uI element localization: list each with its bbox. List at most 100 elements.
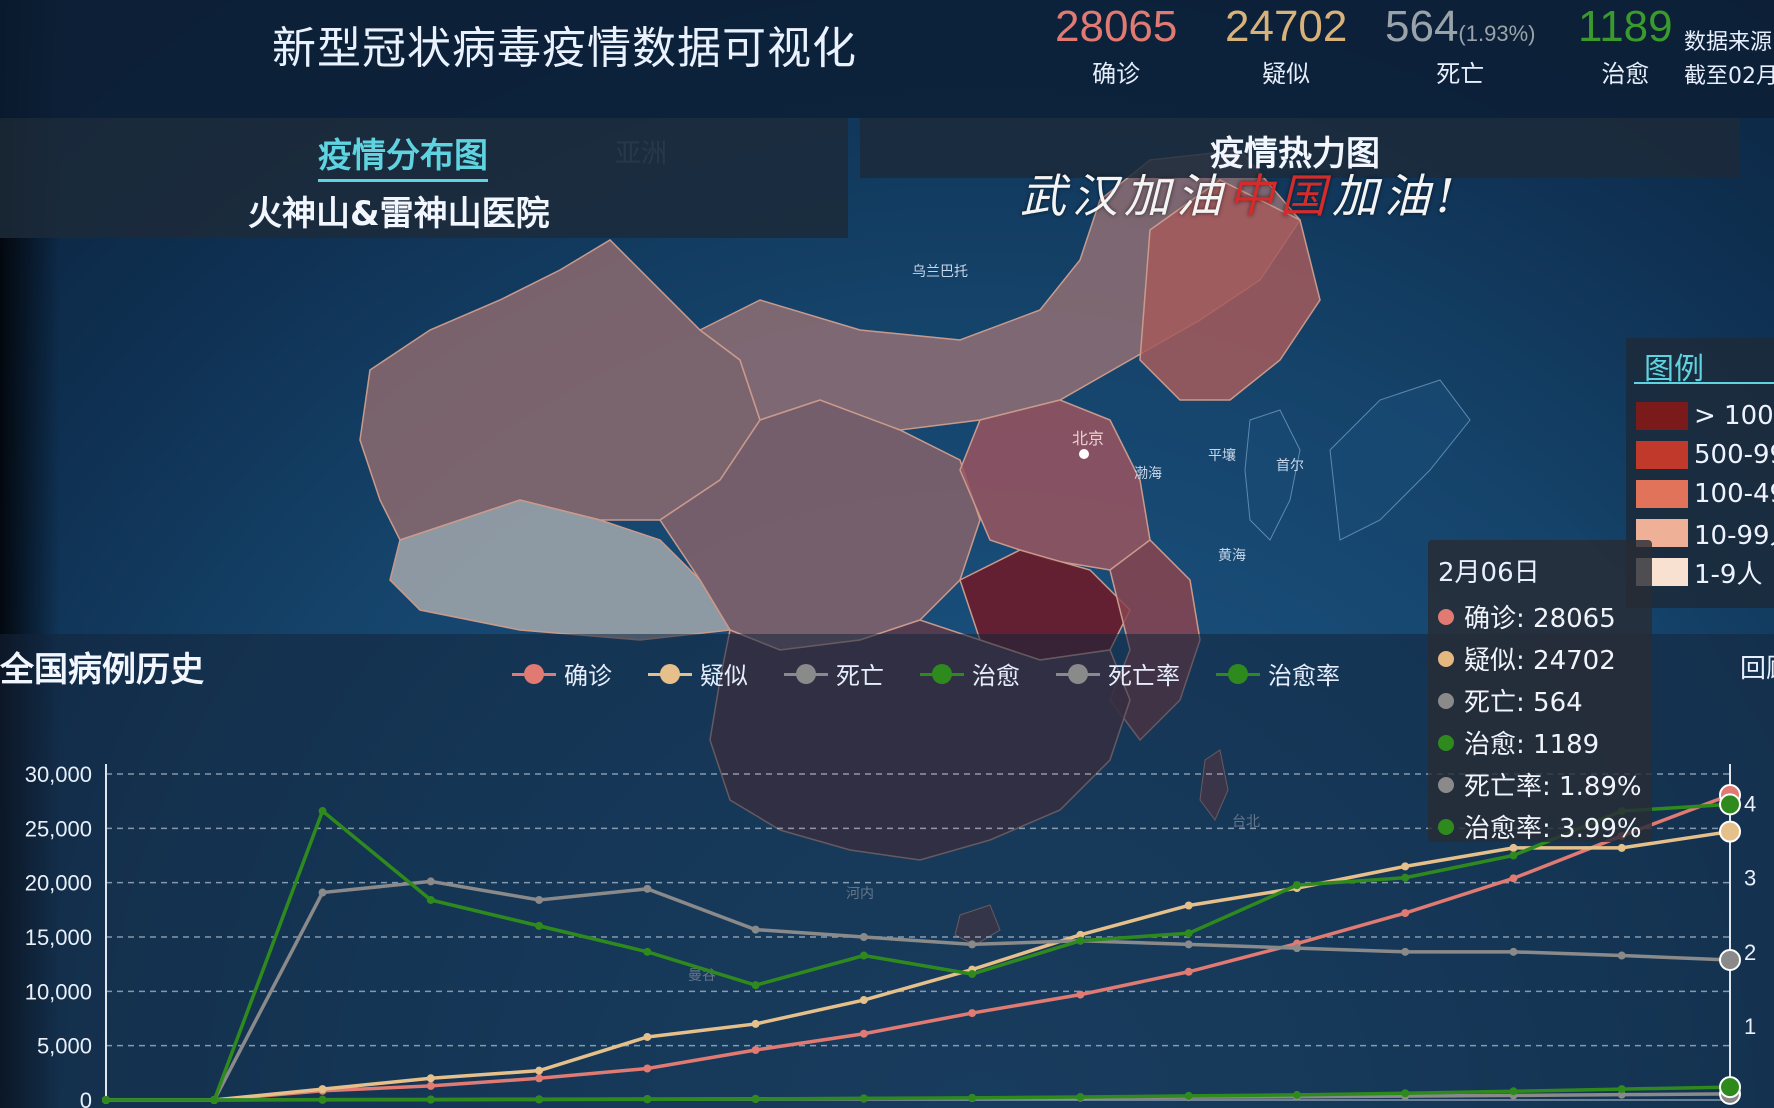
hospital-link[interactable]: 火神山&雷神山医院 xyxy=(248,194,550,234)
legend-series-item[interactable]: 疑似 xyxy=(648,656,748,691)
province-northeast[interactable] xyxy=(1139,179,1321,401)
series-point xyxy=(1617,951,1626,960)
legend-item[interactable]: 1-9人 xyxy=(1636,556,1763,590)
series-point xyxy=(643,1032,652,1041)
series-point xyxy=(968,940,977,949)
series-line-4 xyxy=(106,1085,1731,1102)
y-tick-label: 0 xyxy=(80,1088,92,1108)
history-line-chart[interactable]: 0 5,000 10,000 15,000 20,000 25,000 30,000 1 2 3 4 xyxy=(0,634,1774,1108)
tab-heat-map[interactable]: 疫情热力图 xyxy=(1210,134,1380,174)
series-point xyxy=(1076,936,1085,945)
slogan-part-2: 中国 xyxy=(1228,169,1332,223)
series-point xyxy=(1184,940,1193,949)
series-point xyxy=(1184,929,1193,938)
legend-label: 500-99 xyxy=(1694,440,1774,470)
legend-item[interactable]: 500-99 xyxy=(1636,439,1774,471)
legend-series-label: 疑似 xyxy=(700,662,748,690)
dead-rate: (1.93%) xyxy=(1458,21,1536,46)
tooltip-text: 治愈: 1189 xyxy=(1464,730,1600,760)
tooltip-dot xyxy=(1438,650,1454,667)
tooltip-dot xyxy=(1438,818,1454,835)
legend-swatch xyxy=(1636,480,1688,508)
series-point xyxy=(1719,820,1741,843)
header-bar: 新型冠状病毒疫情数据可视化 28065 确诊 24702 疑似 564(1.93… xyxy=(0,0,1774,118)
series-point xyxy=(1719,948,1741,971)
legend-item[interactable]: 10-99人 xyxy=(1636,517,1774,551)
dead-count: 564 xyxy=(1385,2,1459,51)
series-point xyxy=(643,1064,652,1073)
tooltip-row: 死亡率: 1.89% xyxy=(1438,766,1642,803)
series-point xyxy=(1617,1090,1626,1099)
source-line-2: 截至02月 xyxy=(1684,64,1774,89)
legend-series-item[interactable]: 治愈 xyxy=(920,656,1020,691)
series-point xyxy=(1076,930,1085,939)
restore-button[interactable]: 回顾 xyxy=(1740,654,1774,684)
series-point xyxy=(1509,1087,1518,1096)
stat-confirmed: 28065 确诊 xyxy=(1055,2,1177,89)
tab-distribution-map[interactable]: 疫情分布图 xyxy=(318,128,488,182)
legend-series-marker xyxy=(1056,663,1100,684)
tooltip-row: 死亡: 564 xyxy=(1438,682,1583,719)
series-point xyxy=(318,1095,327,1104)
source-line-1: 数据来源 xyxy=(1684,30,1773,55)
legend-series-marker xyxy=(512,663,556,684)
series-point xyxy=(210,1096,219,1104)
legend-series-item[interactable]: 死亡率 xyxy=(1056,656,1180,691)
series-point xyxy=(426,1074,435,1083)
legend-series-label: 治愈 xyxy=(972,662,1020,690)
tooltip-row: 疑似: 24702 xyxy=(1438,640,1616,677)
series-point xyxy=(643,1095,652,1104)
legend-label: 100-49 xyxy=(1694,479,1774,509)
series-point xyxy=(859,1029,868,1038)
legend-series-marker xyxy=(648,663,692,684)
series-point xyxy=(1076,1092,1085,1101)
y-tick-label: 30,000 xyxy=(25,762,92,787)
legend-series-item[interactable]: 确诊 xyxy=(512,656,612,691)
series-point xyxy=(1617,1085,1626,1094)
y-tick-label: 20,000 xyxy=(25,871,92,896)
map-label-yellow-sea: 黄海 xyxy=(1218,547,1246,564)
series-legend: 确诊 疑似 死亡 治愈 死亡率 治愈率 xyxy=(512,656,1376,691)
series-point xyxy=(1617,843,1626,852)
legend-item[interactable]: > 1000 xyxy=(1636,400,1774,432)
series-point xyxy=(1401,873,1410,882)
tooltip-row: 确诊: 28065 xyxy=(1438,598,1616,635)
legend-series-item[interactable]: 治愈率 xyxy=(1216,656,1340,691)
series-point xyxy=(859,951,868,960)
tooltip-row: 治愈率: 3.99% xyxy=(1438,808,1642,845)
series-point xyxy=(1509,874,1518,883)
y-tick-label: 5,000 xyxy=(37,1034,92,1059)
series-point xyxy=(751,1046,760,1055)
legend-label: 1-9人 xyxy=(1694,559,1763,590)
province-north-china[interactable] xyxy=(959,399,1151,571)
slogan-part-1: 武汉加油 xyxy=(1020,169,1228,223)
y-right-tick-label: 2 xyxy=(1744,940,1756,965)
legend-series-label: 治愈率 xyxy=(1268,662,1340,690)
dead-label: 死亡 xyxy=(1436,60,1485,88)
series-line-2 xyxy=(106,829,1731,1102)
app-title: 新型冠状病毒疫情数据可视化 xyxy=(272,23,857,74)
series-point xyxy=(751,1019,760,1028)
korea-peninsula xyxy=(1244,409,1301,541)
series-point xyxy=(426,1081,435,1090)
series-point xyxy=(859,996,868,1005)
series-point xyxy=(643,884,652,893)
series-point xyxy=(1292,881,1301,890)
series-point xyxy=(1509,947,1518,956)
tooltip-dot xyxy=(1438,692,1454,709)
series-point xyxy=(751,981,760,990)
series-line-5 xyxy=(106,879,1731,1102)
series-point xyxy=(102,1096,110,1104)
legend-divider xyxy=(1634,382,1774,384)
series-point xyxy=(1184,967,1193,976)
series-point xyxy=(426,877,435,886)
legend-item[interactable]: 100-49 xyxy=(1636,478,1774,510)
legend-series-item[interactable]: 死亡 xyxy=(784,656,884,691)
tooltip-dot xyxy=(1438,608,1454,625)
series-point xyxy=(318,888,327,897)
chart-tooltip: 2月06日 确诊: 28065 疑似: 24702 死亡: 564 治愈: 11… xyxy=(1428,540,1652,845)
legend-swatch xyxy=(1636,441,1688,469)
slogan-part-3: 加油! xyxy=(1332,169,1461,223)
series-point xyxy=(968,1009,977,1018)
y-tick-label: 10,000 xyxy=(25,979,92,1004)
